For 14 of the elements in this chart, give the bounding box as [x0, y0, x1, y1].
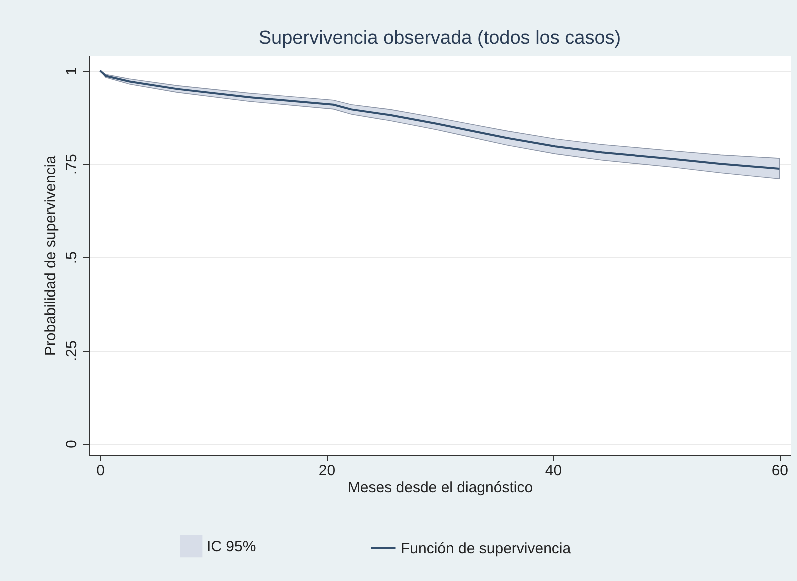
- x-tick-label: 40: [545, 462, 562, 480]
- y-axis-title: Probabilidad de supervivencia: [42, 155, 60, 356]
- x-tick-label: 20: [318, 462, 336, 480]
- legend-label: Función de supervivencia: [401, 540, 572, 558]
- x-tick-label: 0: [96, 462, 105, 480]
- y-tick-label: .5: [64, 252, 80, 264]
- y-tick-label: 0: [64, 440, 80, 448]
- y-tick-label: 1: [64, 67, 80, 76]
- x-axis-title: Meses desde el diagnóstico: [348, 480, 534, 496]
- text: IC 95%: [207, 538, 256, 556]
- chart-title: Supervivencia observada (todos los casos): [258, 28, 622, 49]
- y-tick-label: .25: [64, 340, 80, 362]
- x-tick-label: 60: [772, 462, 789, 480]
- y-tick-label: .75: [64, 154, 80, 176]
